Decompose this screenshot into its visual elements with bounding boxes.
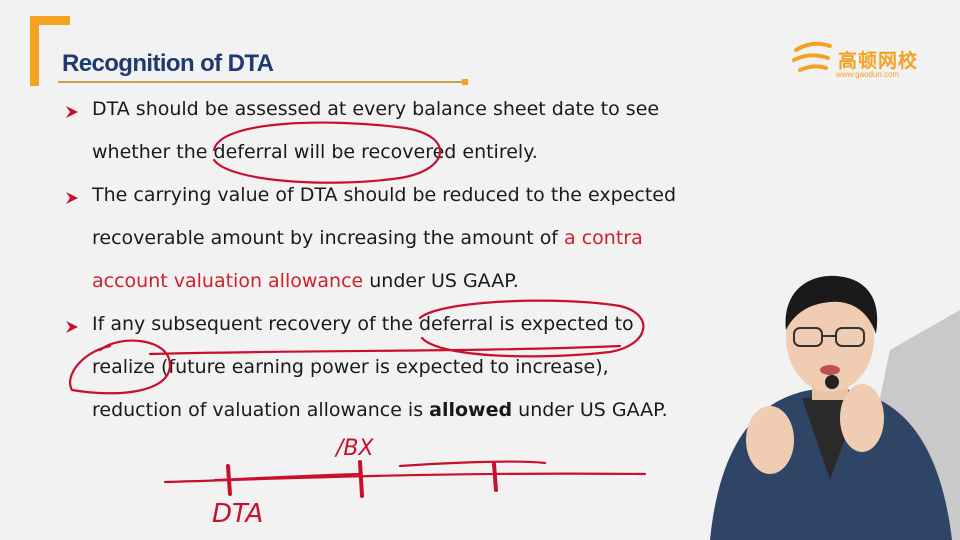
bullet-arrow-icon: [66, 106, 78, 118]
text-segment: whether the deferral will be recovered e…: [92, 141, 538, 163]
logo-name: 高顿网校: [838, 50, 919, 72]
handwritten-bx: /BX: [334, 436, 375, 461]
timeline-line: [163, 472, 647, 484]
text-segment: The carrying value of DTA should be redu…: [92, 184, 677, 206]
bullet-3-line-2: realize (future earning power is expecte…: [92, 356, 609, 378]
timeline-arrow: [398, 460, 547, 468]
text-segment: allowed: [429, 399, 513, 421]
bullet-1-line-1: DTA should be assessed at every balance …: [92, 98, 659, 120]
text-segment: under US GAAP.: [512, 399, 668, 421]
title-underline-dot: [462, 79, 468, 85]
text-segment: account valuation allowance: [92, 270, 364, 292]
tick-3: [492, 462, 498, 492]
bullet-arrow-icon: [66, 321, 78, 333]
tick-1: [226, 464, 232, 496]
gaodun-logo-icon: [792, 41, 832, 72]
bullet-3-line-3: reduction of valuation allowance is allo…: [92, 399, 668, 421]
slide-title: Recognition of DTA: [62, 50, 274, 77]
bullet-1-line-2: whether the deferral will be recovered e…: [92, 141, 538, 163]
tick-2: [358, 460, 364, 498]
title-underline: [58, 81, 464, 83]
presenter-video: [710, 275, 960, 540]
text-segment: under US GAAP.: [363, 270, 519, 292]
logo-url: www.gaodun.com: [836, 70, 900, 79]
bullet-2-line-3: account valuation allowance under US GAA…: [92, 270, 519, 292]
bullet-arrow-icon: [66, 192, 78, 204]
text-segment: reduction of valuation allowance is: [92, 399, 430, 421]
bullet-3-line-1: If any subsequent recovery of the deferr…: [92, 313, 634, 335]
text-segment: DTA should be assessed at every balance …: [92, 98, 660, 120]
text-segment: recoverable amount by increasing the amo…: [92, 227, 565, 249]
title-bracket-horizontal: [30, 16, 70, 25]
title-bracket-vertical: [30, 16, 39, 86]
bullet-2-line-2: recoverable amount by increasing the amo…: [92, 227, 643, 249]
handwritten-dta: DTA: [212, 499, 263, 529]
text-segment: a contra: [564, 227, 643, 249]
text-segment: realize (future earning power is expecte…: [92, 356, 609, 378]
text-segment: If any subsequent recovery of the deferr…: [92, 313, 634, 335]
bullet-2-line-1: The carrying value of DTA should be redu…: [92, 184, 676, 206]
connector-stroke: [148, 344, 622, 356]
